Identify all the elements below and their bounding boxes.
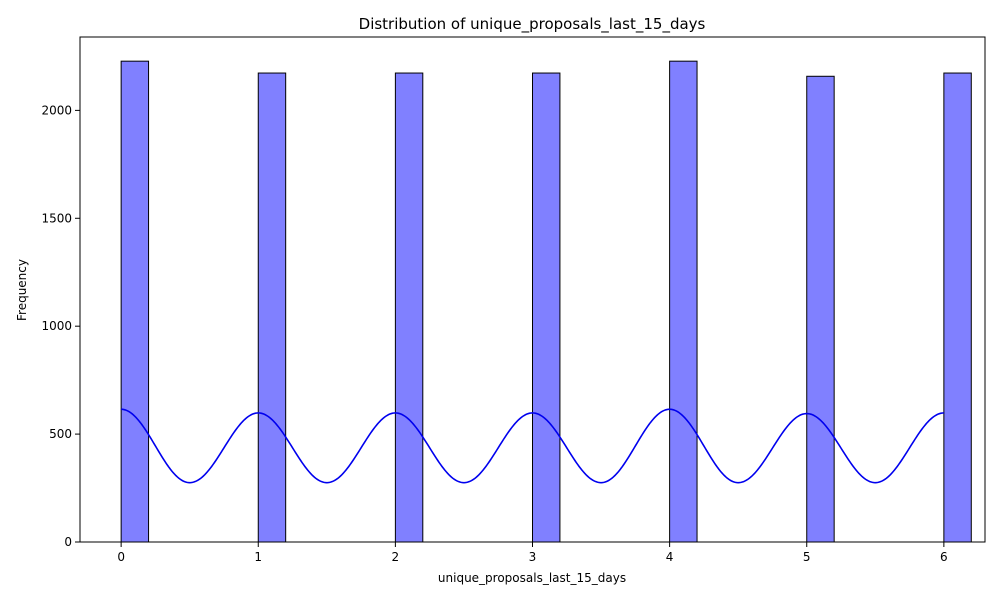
chart-title: Distribution of unique_proposals_last_15… xyxy=(359,15,706,34)
histogram-bar-0 xyxy=(120,60,150,543)
y-tick-label: 2000 xyxy=(41,103,72,117)
y-tick-label: 0 xyxy=(64,535,72,549)
x-tick-label: 3 xyxy=(529,550,537,564)
kde-curve xyxy=(121,408,944,484)
x-tick-label: 4 xyxy=(666,550,674,564)
histogram-bar-1 xyxy=(257,72,287,543)
y-axis-label: Frequency xyxy=(15,259,29,321)
x-tick-label: 5 xyxy=(803,550,811,564)
histogram-bar-2 xyxy=(394,72,424,543)
x-tick-label: 1 xyxy=(254,550,262,564)
y-tick-label: 1000 xyxy=(41,319,72,333)
x-tick-label: 2 xyxy=(392,550,400,564)
histogram-bar-4 xyxy=(669,60,698,543)
histogram-bar-3 xyxy=(532,72,561,543)
x-axis-label: unique_proposals_last_15_days xyxy=(438,571,626,585)
histogram-bar-5 xyxy=(806,75,835,543)
x-tick-label: 6 xyxy=(940,550,948,564)
histogram-bar-6 xyxy=(943,72,972,543)
x-tick-label: 0 xyxy=(117,550,125,564)
bars-group xyxy=(120,60,972,543)
y-tick-label: 500 xyxy=(49,427,72,441)
y-tick-label: 1500 xyxy=(41,211,72,225)
x-axis: 0 1 2 3 4 5 6 xyxy=(117,542,948,564)
y-axis: 0 500 1000 1500 2000 xyxy=(41,103,80,549)
